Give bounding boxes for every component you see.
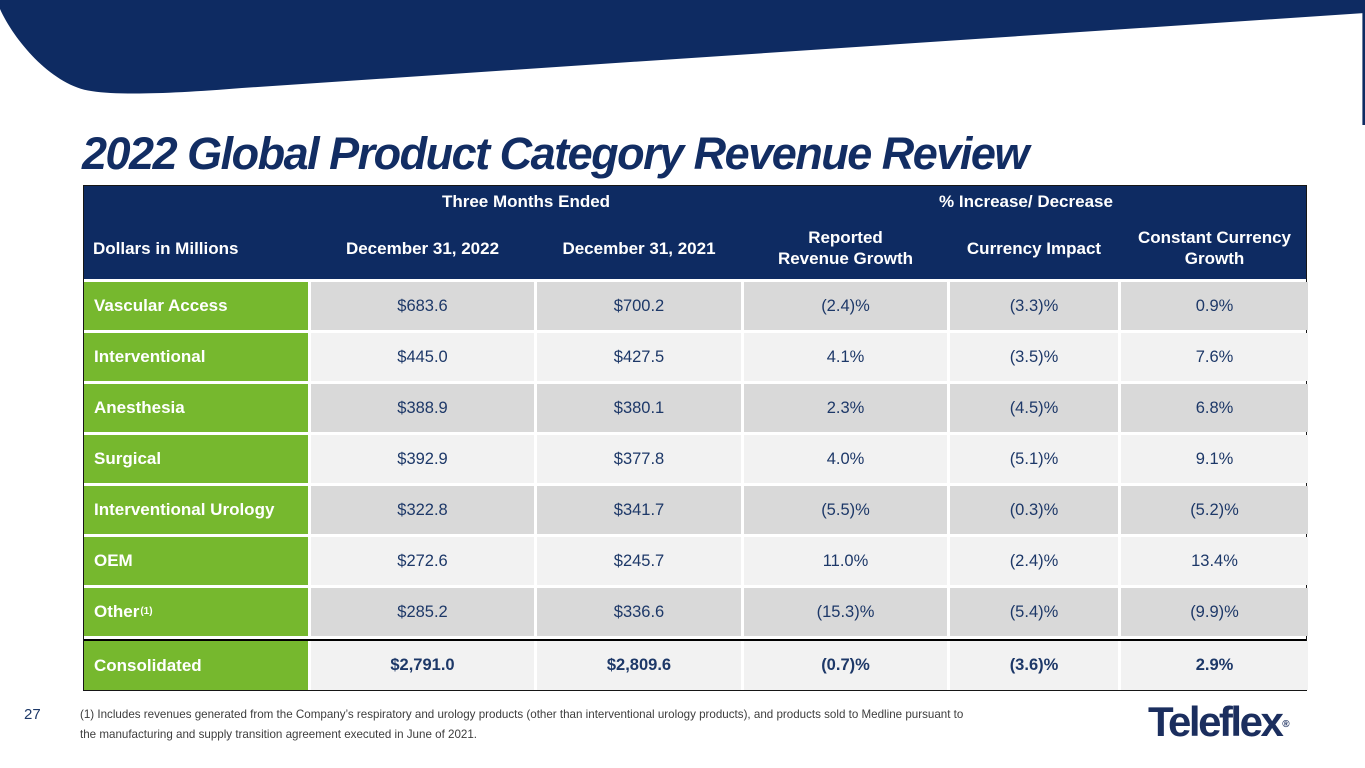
data-cell: $377.8: [537, 435, 741, 483]
table-header: Three Months Ended % Increase/ Decrease …: [84, 186, 1306, 279]
column-header-dollars-in-millions: Dollars in Millions: [93, 238, 239, 258]
row-label-text: Other: [94, 602, 140, 621]
row-label-interventional: Interventional: [84, 333, 308, 381]
data-cell: (5.4)%: [950, 588, 1118, 636]
teleflex-logo: Teleflex®: [1148, 698, 1290, 746]
row-label-oem: OEM: [84, 537, 308, 585]
group-header-three-months: Three Months Ended: [441, 191, 611, 211]
data-cell: (2.4)%: [950, 537, 1118, 585]
table-row: Vascular Access $683.6 $700.2 (2.4)% (3.3)% 0…: [84, 282, 1308, 330]
data-cell: (3.6)%: [950, 641, 1118, 690]
data-cell: $322.8: [311, 486, 534, 534]
revenue-table: Three Months Ended % Increase/ Decrease …: [83, 185, 1308, 691]
total-row-separator: Consolidated $2,791.0 $2,809.6 (0.7)% (3…: [84, 639, 1308, 690]
data-cell: (15.3)%: [744, 588, 947, 636]
row-label-text: OEM: [94, 551, 133, 570]
data-cell: (4.5)%: [950, 384, 1118, 432]
data-cell: (9.9)%: [1121, 588, 1308, 636]
table-row: Surgical $392.9 $377.8 4.0% (5.1)% 9.1%: [84, 435, 1308, 483]
row-label-text: Vascular Access: [94, 296, 228, 315]
data-cell: (3.5)%: [950, 333, 1118, 381]
data-cell: $245.7: [537, 537, 741, 585]
group-header-row: Three Months Ended % Increase/ Decrease: [84, 186, 1306, 217]
row-label-text: Anesthesia: [94, 398, 185, 417]
data-cell: $272.6: [311, 537, 534, 585]
row-label-text: Consolidated: [94, 655, 202, 675]
row-label-vascular-access: Vascular Access: [84, 282, 308, 330]
data-cell: $341.7: [537, 486, 741, 534]
data-cell: $683.6: [311, 282, 534, 330]
data-cell: $380.1: [537, 384, 741, 432]
row-label-text: Surgical: [94, 449, 162, 468]
logo-wordmark: Teleflex: [1148, 698, 1284, 745]
row-label-consolidated: Consolidated: [84, 641, 308, 690]
data-cell: $445.0: [311, 333, 534, 381]
data-cell: (5.2)%: [1121, 486, 1308, 534]
table-row: Anesthesia $388.9 $380.1 2.3% (4.5)% 6.8%: [84, 384, 1308, 432]
row-label-interventional-urology: Interventional Urology: [84, 486, 308, 534]
table-row: OEM $272.6 $245.7 11.0% (2.4)% 13.4%: [84, 537, 1308, 585]
column-header-dec-2021: December 31, 2021: [562, 238, 716, 258]
data-cell: (5.5)%: [744, 486, 947, 534]
column-header-constant-currency-growth: Constant Currency Growth: [1137, 228, 1292, 268]
group-header-spacer: [84, 186, 308, 217]
data-cell: 7.6%: [1121, 333, 1308, 381]
data-cell: $700.2: [537, 282, 741, 330]
row-label-text: Interventional: [94, 347, 206, 366]
column-header-row: Dollars in Millions December 31, 2022 De…: [84, 217, 1306, 279]
data-cell: $336.6: [537, 588, 741, 636]
data-cell: 9.1%: [1121, 435, 1308, 483]
header-swoosh-graphic: [0, 0, 1365, 125]
data-cell: 2.9%: [1121, 641, 1308, 690]
column-header-reported-revenue-growth: Reported Revenue Growth: [777, 228, 914, 268]
table-body: Vascular Access $683.6 $700.2 (2.4)% (3.3)% 0…: [84, 279, 1308, 636]
data-cell: (0.3)%: [950, 486, 1118, 534]
data-cell: 6.8%: [1121, 384, 1308, 432]
data-cell: (2.4)%: [744, 282, 947, 330]
table-row: Other (1) $285.2 $336.6 (15.3)% (5.4)% (9.9)%: [84, 588, 1308, 636]
total-row: Consolidated $2,791.0 $2,809.6 (0.7)% (3…: [84, 641, 1308, 690]
data-cell: $392.9: [311, 435, 534, 483]
data-cell: 13.4%: [1121, 537, 1308, 585]
group-header-increase-decrease: % Increase/ Decrease: [939, 191, 1113, 211]
data-cell: $388.9: [311, 384, 534, 432]
data-cell: $427.5: [537, 333, 741, 381]
data-cell: $2,791.0: [311, 641, 534, 690]
data-cell: 4.1%: [744, 333, 947, 381]
data-cell: 2.3%: [744, 384, 947, 432]
row-label-other: Other (1): [84, 588, 308, 636]
data-cell: (5.1)%: [950, 435, 1118, 483]
page-number: 27: [24, 706, 41, 723]
data-cell: 0.9%: [1121, 282, 1308, 330]
table-row: Interventional Urology $322.8 $341.7 (5.5)%…: [84, 486, 1308, 534]
footnote-line-2: the manufacturing and supply transition …: [80, 728, 478, 741]
data-cell: (3.3)%: [950, 282, 1118, 330]
footnote: (1) Includes revenues generated from the…: [80, 705, 963, 745]
column-header-currency-impact: Currency Impact: [966, 238, 1102, 258]
row-label-text: Interventional Urology: [94, 500, 275, 519]
column-header-dec-2022: December 31, 2022: [345, 238, 500, 258]
table-row: Interventional $445.0 $427.5 4.1% (3.5)% 7.6%: [84, 333, 1308, 381]
data-cell: 11.0%: [744, 537, 947, 585]
data-cell: $2,809.6: [537, 641, 741, 690]
data-cell: (0.7)%: [744, 641, 947, 690]
data-cell: $285.2: [311, 588, 534, 636]
registered-trademark-icon: ®: [1282, 719, 1290, 730]
footnote-line-1: (1) Includes revenues generated from the…: [80, 708, 964, 721]
row-label-surgical: Surgical: [84, 435, 308, 483]
data-cell: 4.0%: [744, 435, 947, 483]
page-title: 2022 Global Product Category Revenue Rev…: [82, 128, 1029, 179]
row-label-anesthesia: Anesthesia: [84, 384, 308, 432]
